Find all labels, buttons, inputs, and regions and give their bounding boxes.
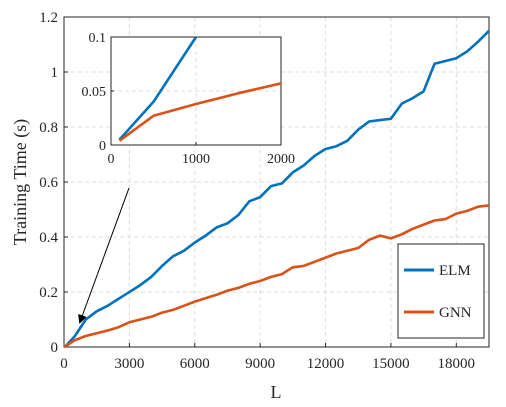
annotation-arrow xyxy=(78,187,130,324)
inset-x-ticks: 0 1000 2000 xyxy=(108,142,295,167)
y-tick-label: 1 xyxy=(51,65,59,81)
x-axis-label: L xyxy=(271,382,282,402)
inset-series-line-gnn xyxy=(118,82,282,142)
y-axis-label: Training Time (s) xyxy=(10,119,31,245)
series-line-gnn xyxy=(63,204,490,349)
inset-y-tick-label: 0.1 xyxy=(89,31,107,46)
x-tick-label: 0 xyxy=(60,356,68,372)
inset-x-tick-label: 2000 xyxy=(267,152,295,167)
x-tick-label: 3000 xyxy=(114,356,144,372)
y-tick-label: 1.2 xyxy=(39,10,58,26)
inset-x-tick-label: 0 xyxy=(108,152,115,167)
y-axis-ticks: 0 0.2 0.4 0.6 0.8 1 1.2 xyxy=(39,10,68,356)
y-tick-label: 0.4 xyxy=(39,230,58,246)
y-tick-label: 0 xyxy=(51,340,59,356)
inset-series-line-elm xyxy=(118,36,198,141)
x-tick-label: 9000 xyxy=(245,356,275,372)
inset-y-ticks: 0 0.05 0.1 xyxy=(82,31,114,154)
legend-label-gnn: GNN xyxy=(439,305,472,321)
series-line-elm xyxy=(63,29,490,349)
main-series-lines xyxy=(63,29,490,349)
x-tick-label: 18000 xyxy=(438,356,476,372)
inset-y-tick-label: 0 xyxy=(99,139,106,154)
legend-box xyxy=(397,243,485,339)
x-tick-label: 12000 xyxy=(307,356,345,372)
inset-series-lines xyxy=(118,36,282,142)
y-tick-label: 0.6 xyxy=(39,175,58,191)
x-tick-label: 6000 xyxy=(180,356,210,372)
x-axis-ticks: 0 3000 6000 9000 12000 15000 18000 xyxy=(60,343,475,372)
legend-label-elm: ELM xyxy=(439,263,471,279)
inset-x-tick-label: 1000 xyxy=(182,152,210,167)
x-tick-label: 15000 xyxy=(372,356,410,372)
inset-y-tick-label: 0.05 xyxy=(82,85,107,100)
y-tick-label: 0.8 xyxy=(39,120,58,136)
y-tick-label: 0.2 xyxy=(39,285,58,301)
